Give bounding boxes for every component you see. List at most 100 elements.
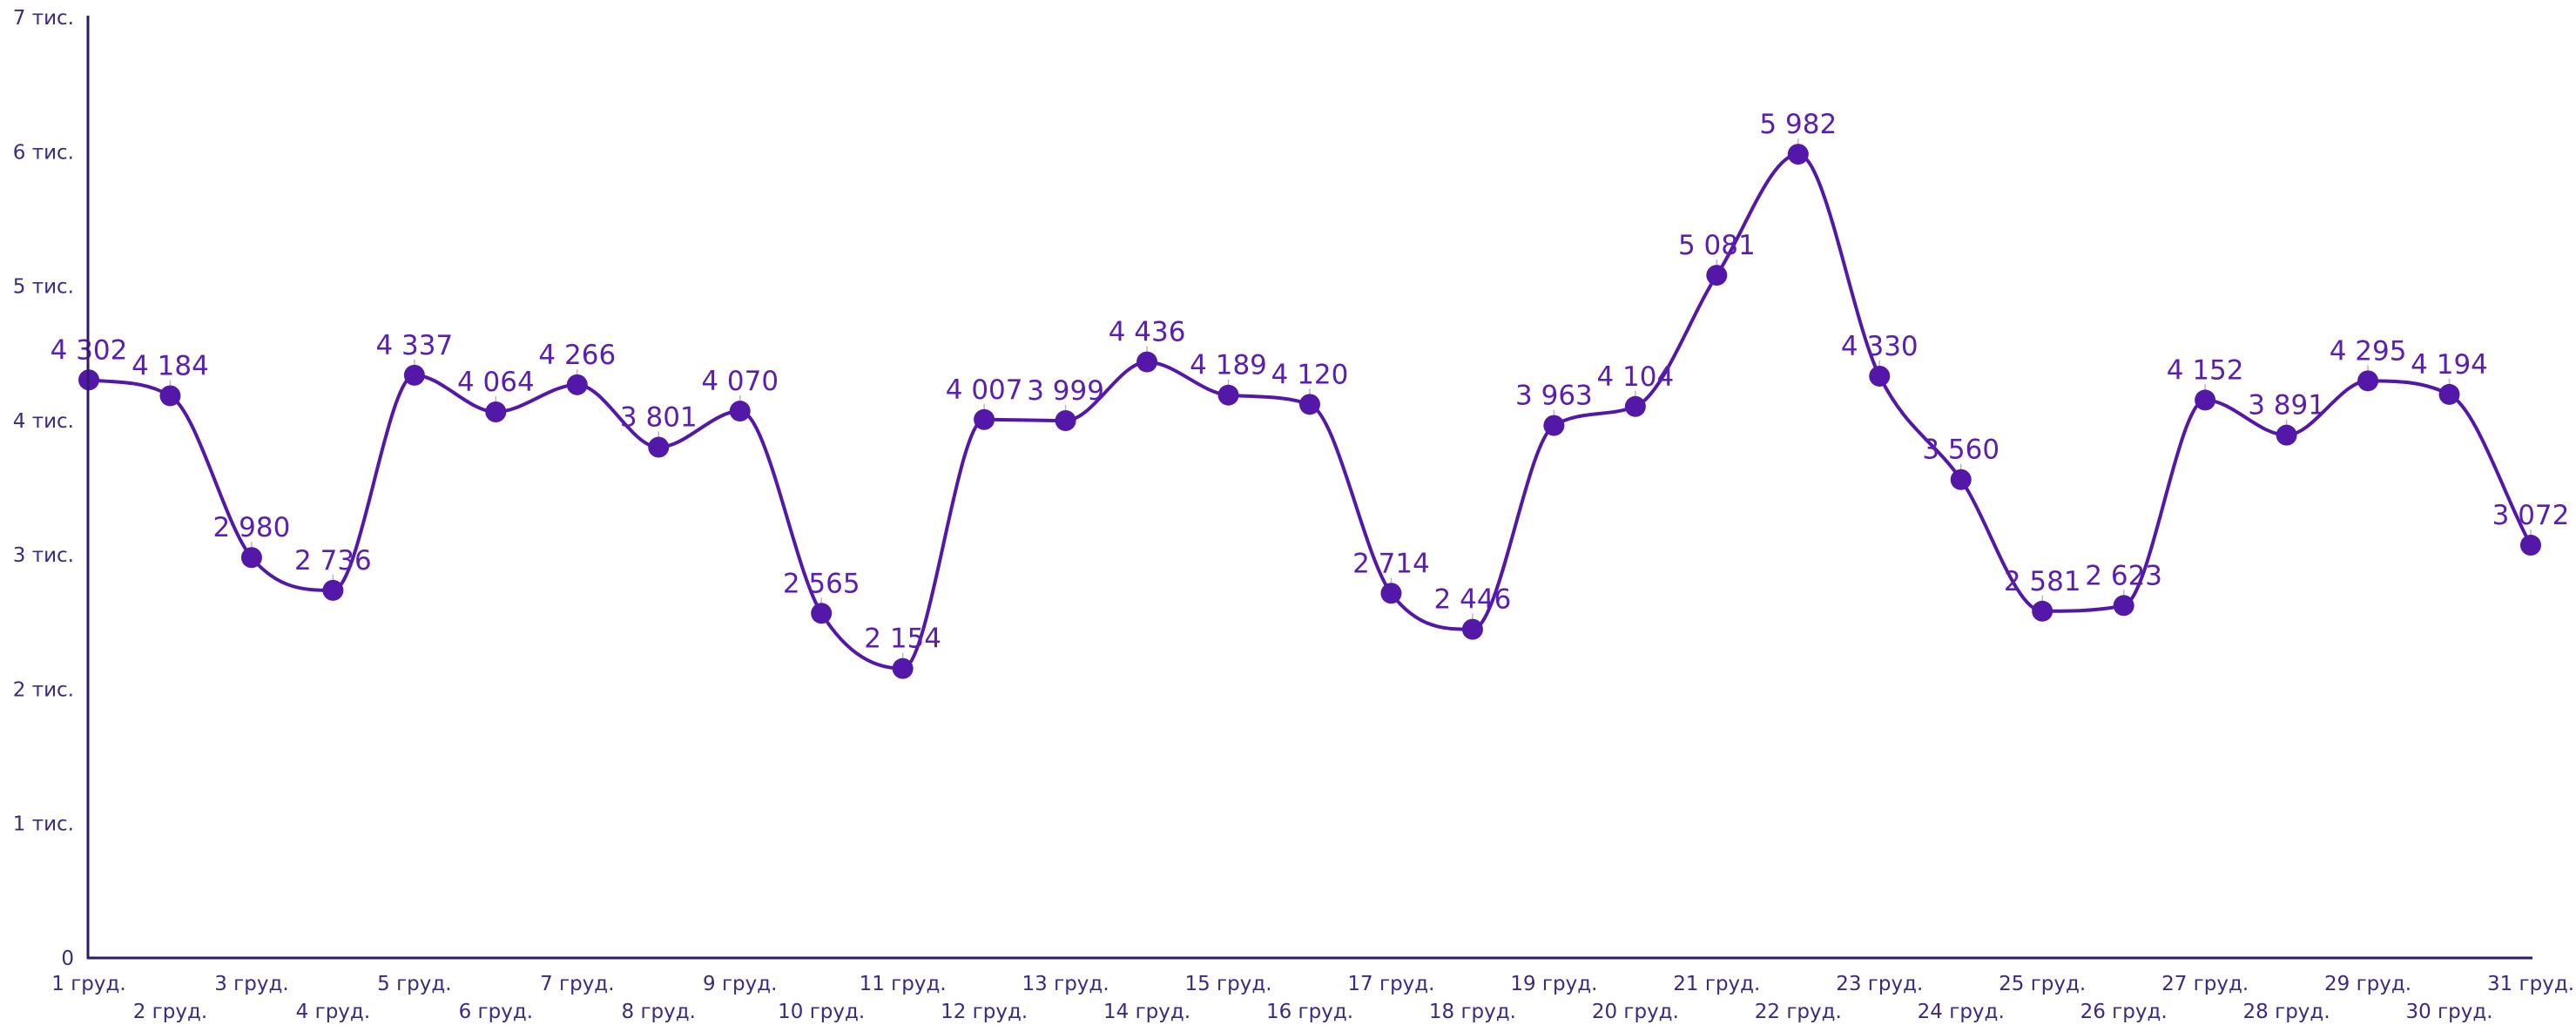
data-label: 4 104 (1596, 361, 1674, 393)
x-tick-label: 9 груд. (703, 973, 777, 995)
data-point (811, 603, 833, 624)
x-tick-label: 6 груд. (459, 1001, 533, 1023)
x-tick-label: 12 груд. (941, 1001, 1028, 1023)
data-point (1217, 384, 1239, 406)
x-tick-label: 10 груд. (778, 1001, 865, 1023)
data-point (2113, 595, 2134, 617)
data-point (2520, 535, 2541, 556)
y-tick-label: 0 (61, 947, 74, 970)
y-tick-label: 7 тис. (13, 7, 74, 30)
x-tick-label: 22 груд. (1755, 1001, 1842, 1023)
data-label: 2 446 (1434, 584, 1512, 616)
x-tick-label: 25 груд. (1999, 973, 2086, 995)
data-point (1543, 415, 1565, 436)
x-tick-label: 17 груд. (1347, 973, 1434, 995)
data-point (2357, 370, 2379, 392)
data-label: 4 070 (701, 366, 779, 397)
x-tick-label: 11 груд. (860, 973, 947, 995)
data-label: 4 120 (1271, 359, 1349, 390)
data-point (2195, 389, 2216, 411)
x-tick-label: 26 груд. (2080, 1001, 2168, 1023)
data-label: 4 064 (457, 367, 535, 398)
data-point (1380, 583, 1402, 604)
y-tick-label: 1 тис. (13, 813, 74, 836)
x-tick-label: 20 груд. (1592, 1001, 1679, 1023)
x-tick-label: 28 груд. (2243, 1001, 2330, 1023)
data-point (974, 408, 995, 430)
y-tick-label: 6 тис. (13, 141, 74, 164)
x-tick-label: 2 груд. (133, 1001, 207, 1023)
data-point (1869, 365, 1891, 387)
y-tick-label: 2 тис. (13, 678, 74, 701)
x-tick-label: 30 груд. (2405, 1001, 2492, 1023)
x-axis-ticks: 1 груд. 2 груд. 3 груд. 4 груд. 5 груд. 6 гру… (51, 973, 2574, 1023)
data-point (1461, 618, 1483, 640)
data-label: 2 736 (294, 545, 372, 577)
data-label: 3 072 (2492, 500, 2570, 531)
data-point (1136, 351, 1158, 373)
data-label: 3 963 (1515, 381, 1593, 412)
data-label: 5 081 (1678, 230, 1756, 261)
data-label: 3 891 (2248, 390, 2325, 421)
x-tick-label: 23 груд. (1836, 973, 1923, 995)
data-label: 2 565 (783, 568, 860, 599)
y-tick-label: 4 тис. (13, 410, 74, 433)
x-tick-label: 5 груд. (377, 973, 451, 995)
data-point (1950, 469, 1972, 490)
data-label: 4 337 (375, 330, 453, 361)
data-label: 4 330 (1841, 331, 1919, 362)
data-label: 2 714 (1352, 548, 1430, 579)
data-point (403, 364, 425, 386)
data-label: 4 152 (2167, 354, 2244, 386)
x-tick-label: 24 груд. (1918, 1001, 2005, 1023)
data-point (892, 657, 914, 679)
x-tick-label: 15 груд. (1184, 973, 1271, 995)
data-point (485, 401, 507, 422)
x-tick-label: 31 груд. (2487, 973, 2574, 995)
data-label: 4 194 (2411, 349, 2488, 381)
x-tick-label: 4 груд. (296, 1001, 370, 1023)
x-tick-label: 1 груд. (51, 973, 125, 995)
data-point (159, 385, 181, 407)
data-label: 3 801 (620, 402, 698, 434)
data-point (729, 401, 751, 422)
x-tick-label: 19 груд. (1510, 973, 1597, 995)
data-point (1787, 144, 1809, 165)
x-tick-label: 14 груд. (1103, 1001, 1190, 1023)
data-point (566, 374, 588, 395)
data-label: 4 007 (946, 374, 1023, 406)
x-tick-label: 16 груд. (1266, 1001, 1353, 1023)
data-point (1706, 265, 1728, 287)
y-tick-label: 3 тис. (13, 544, 74, 567)
data-label: 2 980 (213, 512, 291, 543)
data-label: 4 295 (2330, 335, 2407, 367)
y-axis-ticks: 0 1 тис. 2 тис. 3 тис. 4 тис. 5 тис. 6 тис. 7 т… (13, 7, 74, 970)
x-tick-label: 3 груд. (214, 973, 288, 995)
x-tick-label: 21 груд. (1673, 973, 1760, 995)
x-tick-label: 18 груд. (1429, 1001, 1516, 1023)
data-point (240, 547, 262, 569)
y-tick-label: 5 тис. (13, 276, 74, 299)
data-point (322, 579, 344, 601)
data-point (1299, 394, 1320, 415)
data-point (1055, 410, 1076, 432)
x-tick-label: 13 груд. (1022, 973, 1109, 995)
data-label: 2 154 (864, 624, 941, 655)
data-point (1624, 395, 1646, 417)
data-label: 3 999 (1027, 375, 1104, 407)
data-label: 4 184 (131, 350, 209, 381)
data-label: 4 266 (538, 340, 616, 371)
data-label: 5 982 (1759, 109, 1837, 140)
data-label: 2 581 (2004, 566, 2081, 597)
data-point (2276, 424, 2297, 446)
x-tick-label: 8 груд. (622, 1001, 696, 1023)
data-point (2438, 383, 2460, 405)
data-label: 4 436 (1109, 317, 1186, 348)
data-points (78, 144, 2541, 679)
data-label: 3 560 (1922, 435, 1999, 466)
data-label: 2 623 (2085, 560, 2162, 591)
x-tick-label: 7 груд. (540, 973, 614, 995)
data-point (2032, 600, 2053, 622)
